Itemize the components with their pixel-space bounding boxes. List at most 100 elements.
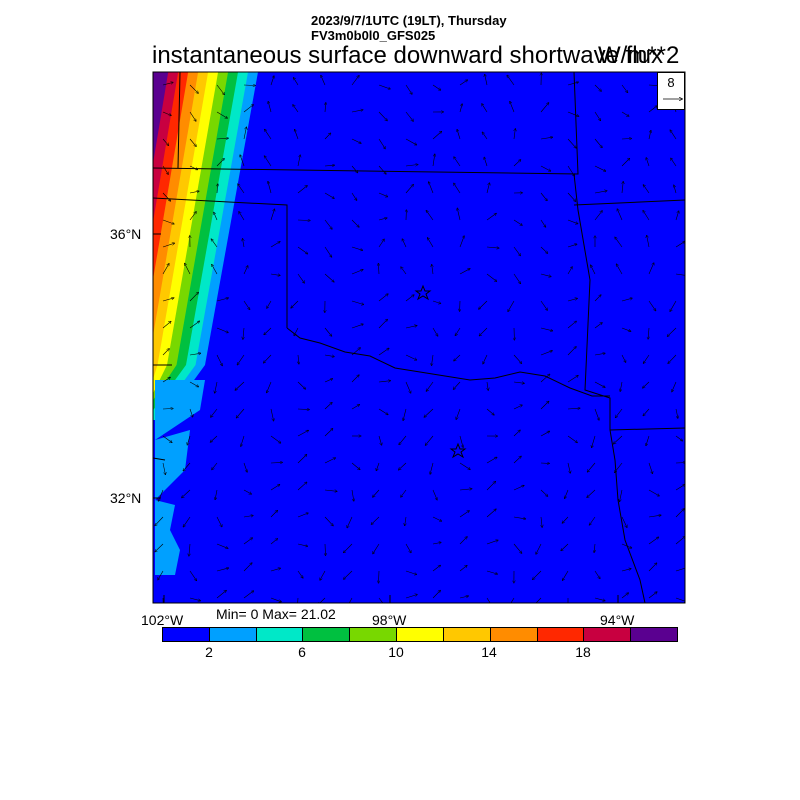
wind-vector: [295, 130, 299, 140]
wind-vector: [670, 300, 677, 311]
contour-band: [155, 380, 205, 440]
wind-vector: [405, 84, 412, 94]
wind-vector: [457, 208, 461, 221]
wind-vector: [510, 102, 515, 113]
wind-vector: [351, 405, 359, 410]
wind-vector: [540, 246, 548, 253]
wind-vector: [567, 376, 578, 383]
wind-vector: [318, 597, 326, 603]
wind-vector: [264, 156, 272, 167]
wind-vector: [459, 435, 463, 447]
wind-vector: [216, 568, 229, 572]
wind-vector: [647, 236, 650, 248]
wind-vector: [298, 354, 299, 364]
wind-vector: [648, 106, 657, 113]
colorbar-swatch: [256, 628, 304, 641]
wind-vector: [321, 75, 326, 86]
wind-vector: [567, 321, 576, 329]
wind-vector: [155, 516, 164, 526]
wind-vector: [672, 381, 677, 392]
wind-vector: [297, 155, 300, 167]
wind-vector: [540, 273, 551, 277]
wind-vector: [371, 516, 380, 524]
wind-vector: [486, 509, 496, 518]
wind-vector: [675, 435, 682, 441]
wind-vector: [668, 354, 677, 363]
wind-vector: [162, 435, 172, 443]
wind-vector: [643, 381, 650, 388]
wind-vector: [459, 596, 468, 599]
wind-vector: [487, 381, 488, 390]
wind-vector: [594, 570, 600, 579]
wind-vector: [268, 182, 272, 194]
colorbar-swatch: [163, 628, 210, 641]
wind-vector: [378, 381, 390, 382]
wind-vector: [243, 516, 253, 518]
wind-vector: [217, 184, 218, 194]
wind-vector: [567, 267, 572, 275]
wind-vector: [567, 462, 570, 473]
wind-vector: [561, 543, 569, 551]
wind-vector: [297, 381, 305, 389]
wind-vector: [567, 138, 576, 148]
colorbar-swatch: [303, 628, 351, 641]
wind-vector: [378, 84, 390, 89]
wind-vector: [587, 462, 596, 472]
wind-vector: [216, 543, 228, 548]
wind-vector: [621, 569, 631, 572]
wind-vector: [621, 354, 626, 362]
wind-vector: [351, 324, 363, 329]
wind-vector: [324, 165, 334, 166]
wind-vector: [183, 516, 191, 527]
wind-vector: [479, 300, 488, 309]
wind-vector: [540, 165, 551, 171]
wind-vector: [189, 543, 190, 556]
wind-vector: [162, 138, 169, 145]
wind-vector: [185, 263, 191, 275]
wind-vector: [675, 241, 685, 248]
wind-vector: [243, 105, 253, 113]
wind-vector: [455, 327, 461, 336]
wind-vector: [399, 435, 407, 445]
wind-vector: [162, 192, 171, 201]
wind-vector: [270, 462, 282, 463]
wind-vector: [351, 110, 363, 113]
wind-vector: [483, 354, 488, 364]
colorbar-swatch: [631, 628, 677, 641]
wind-vector: [428, 238, 434, 248]
wind-vector: [379, 570, 380, 583]
wind-vector: [567, 82, 578, 86]
colorbar-swatch: [209, 628, 257, 641]
wind-vector: [351, 192, 357, 200]
wind-vector: [648, 563, 657, 572]
wind-vector: [675, 536, 685, 545]
wind-vector: [297, 430, 308, 437]
wind-vector: [540, 327, 553, 331]
state-boundaries: [153, 72, 685, 603]
wind-vector: [402, 239, 407, 248]
wind-vector: [567, 347, 576, 356]
contour-band: [155, 430, 190, 500]
wind-vector: [243, 591, 254, 599]
wind-vector: [513, 246, 520, 256]
wind-vector: [324, 429, 333, 437]
wind-vector: [239, 212, 245, 221]
wind-vector: [670, 130, 677, 140]
wind-vector: [432, 154, 435, 167]
wind-vector: [189, 570, 197, 581]
wind-vector: [158, 570, 164, 580]
wind-vector: [620, 489, 623, 502]
wind-vector: [216, 298, 228, 302]
wind-vector: [347, 516, 353, 528]
wind-vector: [459, 566, 467, 572]
wind-vector: [646, 158, 650, 167]
wind-vector: [405, 111, 413, 121]
wind-vector: [324, 133, 331, 140]
wind-vector: [567, 244, 577, 248]
wind-vector: [155, 543, 164, 552]
wind-vector: [214, 212, 218, 221]
colorbar-swatch: [443, 628, 491, 641]
wind-vector: [240, 155, 245, 167]
wind-vector: [211, 239, 218, 248]
wind-vector: [648, 263, 654, 275]
